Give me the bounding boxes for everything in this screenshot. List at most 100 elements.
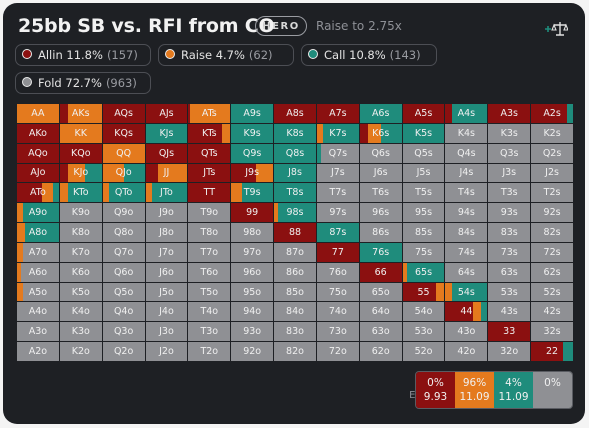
- hand-cell-K8o[interactable]: K8o: [59, 223, 102, 242]
- hand-cell-52o[interactable]: 52o: [402, 342, 445, 361]
- hand-cell-82s[interactable]: 82s: [531, 223, 573, 242]
- hand-cell-K7o[interactable]: K7o: [59, 242, 102, 262]
- hand-cell-A9o[interactable]: A9o: [17, 203, 59, 223]
- hand-cell-J2s[interactable]: J2s: [531, 163, 573, 183]
- hand-cell-J5o[interactable]: J5o: [145, 282, 188, 302]
- hand-cell-Q7o[interactable]: Q7o: [102, 242, 145, 262]
- hand-cell-K6o[interactable]: K6o: [59, 262, 102, 282]
- hand-cell-Q5s[interactable]: Q5s: [402, 143, 445, 163]
- legend-call-filter[interactable]: Call 10.8% (143): [301, 44, 437, 66]
- hand-cell-A5o[interactable]: A5o: [17, 282, 59, 302]
- hand-cell-TT[interactable]: TT: [188, 183, 231, 203]
- hand-cell-A2o[interactable]: A2o: [17, 342, 59, 361]
- hand-cell-96o[interactable]: 96o: [231, 262, 274, 282]
- hand-cell-84o[interactable]: 84o: [274, 302, 316, 322]
- hand-cell-Q2s[interactable]: Q2s: [531, 143, 573, 163]
- hand-cell-T3o[interactable]: T3o: [188, 322, 231, 342]
- hand-cell-AKo[interactable]: AKo: [17, 123, 59, 143]
- hand-cell-Q4o[interactable]: Q4o: [102, 302, 145, 322]
- hand-cell-54s[interactable]: 54s: [445, 282, 488, 302]
- hand-cell-J5s[interactable]: J5s: [402, 163, 445, 183]
- hand-cell-T6s[interactable]: T6s: [359, 183, 402, 203]
- hand-cell-ATo[interactable]: ATo: [17, 183, 59, 203]
- hand-cell-K4s[interactable]: K4s: [445, 123, 488, 143]
- hand-cell-87o[interactable]: 87o: [274, 242, 316, 262]
- hand-cell-32s[interactable]: 32s: [531, 322, 573, 342]
- hand-cell-82o[interactable]: 82o: [274, 342, 316, 361]
- hand-cell-A6o[interactable]: A6o: [17, 262, 59, 282]
- hand-cell-AA[interactable]: AA: [17, 104, 59, 123]
- hand-cell-QTo[interactable]: QTo: [102, 183, 145, 203]
- hand-cell-A4s[interactable]: A4s: [445, 104, 488, 123]
- hand-cell-Q8s[interactable]: Q8s: [274, 143, 316, 163]
- hand-cell-33[interactable]: 33: [488, 322, 531, 342]
- hand-cell-92o[interactable]: 92o: [231, 342, 274, 361]
- hand-cell-AJs[interactable]: AJs: [145, 104, 188, 123]
- hand-cell-53o[interactable]: 53o: [402, 322, 445, 342]
- legend-fold-filter[interactable]: Fold 72.7% (963): [15, 72, 151, 94]
- hand-cell-A8s[interactable]: A8s: [274, 104, 316, 123]
- hand-cell-43s[interactable]: 43s: [488, 302, 531, 322]
- hand-cell-A5s[interactable]: A5s: [402, 104, 445, 123]
- hand-cell-72s[interactable]: 72s: [531, 242, 573, 262]
- hand-cell-93o[interactable]: 93o: [231, 322, 274, 342]
- hand-cell-72o[interactable]: 72o: [316, 342, 359, 361]
- hand-cell-76s[interactable]: 76s: [359, 242, 402, 262]
- hand-cell-42s[interactable]: 42s: [531, 302, 573, 322]
- hand-cell-AKs[interactable]: AKs: [59, 104, 102, 123]
- hand-cell-K6s[interactable]: K6s: [359, 123, 402, 143]
- hand-cell-K5o[interactable]: K5o: [59, 282, 102, 302]
- hand-cell-88[interactable]: 88: [274, 223, 316, 242]
- hand-cell-Q2o[interactable]: Q2o: [102, 342, 145, 361]
- hand-cell-87s[interactable]: 87s: [316, 223, 359, 242]
- hand-cell-95o[interactable]: 95o: [231, 282, 274, 302]
- hand-cell-55[interactable]: 55: [402, 282, 445, 302]
- hand-cell-Q3s[interactable]: Q3s: [488, 143, 531, 163]
- hand-cell-K2s[interactable]: K2s: [531, 123, 573, 143]
- hand-cell-84s[interactable]: 84s: [445, 223, 488, 242]
- hand-cell-52s[interactable]: 52s: [531, 282, 573, 302]
- hand-cell-QJo[interactable]: QJo: [102, 163, 145, 183]
- hand-cell-62o[interactable]: 62o: [359, 342, 402, 361]
- hand-cell-J4s[interactable]: J4s: [445, 163, 488, 183]
- hand-cell-A6s[interactable]: A6s: [359, 104, 402, 123]
- hand-cell-53s[interactable]: 53s: [488, 282, 531, 302]
- hand-cell-74o[interactable]: 74o: [316, 302, 359, 322]
- hand-cell-Q4s[interactable]: Q4s: [445, 143, 488, 163]
- hand-cell-T8s[interactable]: T8s: [274, 183, 316, 203]
- hand-cell-T9o[interactable]: T9o: [188, 203, 231, 223]
- hand-cell-T6o[interactable]: T6o: [188, 262, 231, 282]
- hand-cell-QTs[interactable]: QTs: [188, 143, 231, 163]
- hand-cell-J9s[interactable]: J9s: [231, 163, 274, 183]
- hand-cell-94o[interactable]: 94o: [231, 302, 274, 322]
- hand-cell-KTs[interactable]: KTs: [188, 123, 231, 143]
- hand-cell-Q6s[interactable]: Q6s: [359, 143, 402, 163]
- hand-cell-A2s[interactable]: A2s: [531, 104, 573, 123]
- hand-cell-QJs[interactable]: QJs: [145, 143, 188, 163]
- hand-cell-63o[interactable]: 63o: [359, 322, 402, 342]
- hand-cell-J6o[interactable]: J6o: [145, 262, 188, 282]
- hand-cell-KQs[interactable]: KQs: [102, 123, 145, 143]
- hand-cell-J9o[interactable]: J9o: [145, 203, 188, 223]
- hand-cell-Q9o[interactable]: Q9o: [102, 203, 145, 223]
- hand-cell-32o[interactable]: 32o: [488, 342, 531, 361]
- compare-scale-icon[interactable]: [542, 20, 568, 38]
- hand-cell-JJ[interactable]: JJ: [145, 163, 188, 183]
- hand-cell-AQs[interactable]: AQs: [102, 104, 145, 123]
- hand-cell-64o[interactable]: 64o: [359, 302, 402, 322]
- hand-cell-22[interactable]: 22: [531, 342, 573, 361]
- hand-cell-J7o[interactable]: J7o: [145, 242, 188, 262]
- hand-cell-Q8o[interactable]: Q8o: [102, 223, 145, 242]
- hand-cell-J8s[interactable]: J8s: [274, 163, 316, 183]
- hand-cell-KJo[interactable]: KJo: [59, 163, 102, 183]
- hand-cell-A9s[interactable]: A9s: [231, 104, 274, 123]
- hand-cell-T8o[interactable]: T8o: [188, 223, 231, 242]
- hand-cell-A7o[interactable]: A7o: [17, 242, 59, 262]
- hand-cell-96s[interactable]: 96s: [359, 203, 402, 223]
- hand-cell-A7s[interactable]: A7s: [316, 104, 359, 123]
- hand-cell-J6s[interactable]: J6s: [359, 163, 402, 183]
- hand-cell-K5s[interactable]: K5s: [402, 123, 445, 143]
- hand-cell-85s[interactable]: 85s: [402, 223, 445, 242]
- hand-cell-75o[interactable]: 75o: [316, 282, 359, 302]
- hand-cell-KQo[interactable]: KQo: [59, 143, 102, 163]
